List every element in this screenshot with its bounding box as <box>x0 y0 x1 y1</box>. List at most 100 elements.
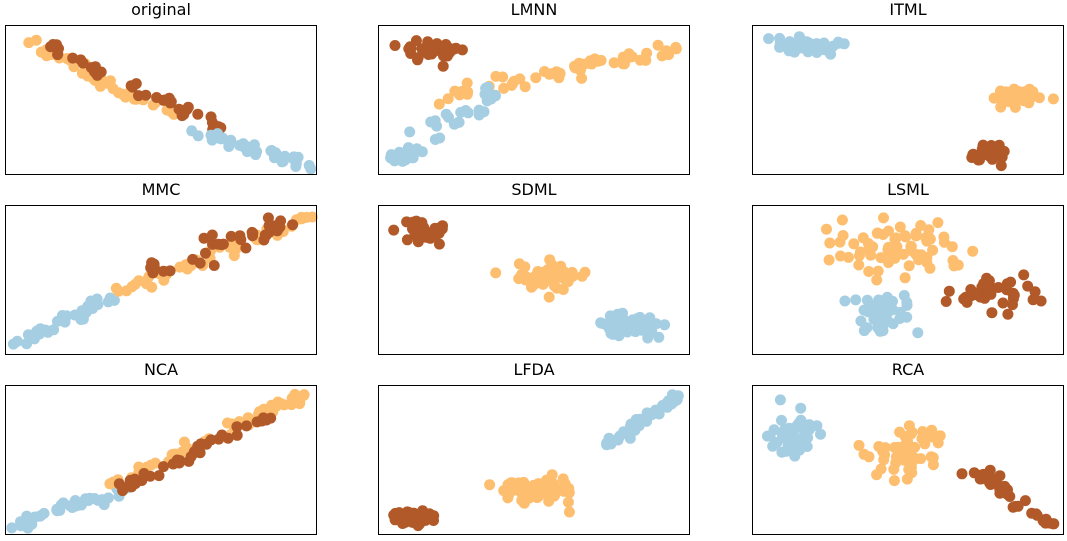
point-class-1 <box>934 430 946 442</box>
point-class-1 <box>126 281 138 293</box>
point-class-2 <box>125 80 137 92</box>
point-class-0 <box>901 296 913 308</box>
point-class-2 <box>171 454 183 466</box>
point-class-0 <box>795 402 807 414</box>
point-class-1 <box>875 463 887 475</box>
point-class-1 <box>544 267 556 279</box>
point-class-1 <box>503 489 514 501</box>
point-class-2 <box>1022 280 1034 292</box>
point-class-2 <box>389 40 401 51</box>
point-class-1 <box>967 245 979 257</box>
point-class-1 <box>926 424 938 436</box>
point-class-2 <box>995 160 1007 172</box>
point-class-2 <box>113 478 125 490</box>
point-class-1 <box>507 478 519 490</box>
point-class-0 <box>873 294 885 306</box>
point-class-1 <box>670 41 682 53</box>
scatter-plot <box>378 385 690 535</box>
point-class-0 <box>811 420 823 432</box>
panel-mmc: MMC <box>5 180 318 355</box>
panel-lmnn: LMNN <box>378 0 690 175</box>
point-class-2 <box>91 69 103 81</box>
point-class-0 <box>29 328 40 340</box>
point-class-2 <box>147 267 159 279</box>
point-class-1 <box>835 250 846 262</box>
point-class-2 <box>415 515 427 527</box>
point-class-1 <box>904 443 916 455</box>
point-class-2 <box>287 219 299 231</box>
point-class-0 <box>884 300 896 312</box>
point-class-1 <box>548 276 560 288</box>
panel-title: ITML <box>889 0 927 19</box>
point-class-1 <box>579 266 591 278</box>
point-class-2 <box>1001 284 1013 296</box>
point-class-0 <box>34 510 46 522</box>
point-class-1 <box>871 274 883 286</box>
point-class-0 <box>186 125 198 137</box>
point-class-1 <box>566 266 578 278</box>
point-class-2 <box>1002 308 1014 320</box>
panel-lfda: LFDA <box>378 360 690 535</box>
point-class-0 <box>672 390 684 402</box>
point-class-1 <box>910 227 922 239</box>
point-class-1 <box>894 221 906 233</box>
point-class-0 <box>646 326 658 338</box>
point-class-2 <box>977 139 989 151</box>
point-class-1 <box>888 463 900 475</box>
point-class-2 <box>427 45 439 57</box>
panel-nca: NCA <box>5 360 317 535</box>
point-class-2 <box>75 54 87 66</box>
point-class-0 <box>815 43 827 55</box>
point-class-0 <box>614 430 626 442</box>
point-class-1 <box>176 446 188 458</box>
point-class-1 <box>506 78 518 90</box>
axes-frame <box>752 25 1064 175</box>
point-class-2 <box>144 470 156 482</box>
point-class-2 <box>966 152 978 163</box>
point-class-0 <box>77 496 89 508</box>
point-class-1 <box>546 469 558 481</box>
point-class-1 <box>886 252 898 264</box>
point-class-2 <box>235 234 247 246</box>
point-class-0 <box>644 312 656 324</box>
point-class-1 <box>873 441 885 452</box>
panel-sdml: SDML <box>378 180 690 355</box>
scatter-plot <box>752 25 1064 175</box>
point-class-0 <box>790 423 802 435</box>
point-class-2 <box>978 278 990 290</box>
point-class-1 <box>947 255 959 266</box>
point-class-2 <box>194 257 206 269</box>
point-class-2 <box>401 234 413 246</box>
point-class-2 <box>437 60 449 72</box>
point-class-1 <box>903 464 915 475</box>
axes-frame <box>752 385 1064 535</box>
axes-frame <box>5 25 317 175</box>
point-class-1 <box>921 235 933 247</box>
point-class-2 <box>1040 517 1051 529</box>
point-class-2 <box>440 39 452 50</box>
point-class-1 <box>879 449 891 461</box>
point-class-0 <box>265 145 277 157</box>
point-class-1 <box>915 249 927 261</box>
panel-itml: ITML <box>752 0 1064 175</box>
point-class-2 <box>216 429 228 441</box>
point-class-0 <box>425 116 437 128</box>
point-class-2 <box>146 257 158 269</box>
point-class-2 <box>176 110 188 122</box>
point-class-1 <box>544 493 556 505</box>
point-class-1 <box>120 91 131 103</box>
point-class-1 <box>998 93 1010 105</box>
point-class-2 <box>153 470 165 482</box>
point-class-2 <box>263 220 275 232</box>
point-class-2 <box>410 35 422 47</box>
point-class-0 <box>42 326 54 338</box>
point-class-0 <box>61 310 72 322</box>
panel-title: original <box>131 0 191 19</box>
point-class-2 <box>208 260 220 271</box>
point-class-1 <box>916 433 928 444</box>
point-class-1 <box>897 248 909 260</box>
point-class-1 <box>433 98 445 110</box>
point-class-2 <box>450 42 462 54</box>
point-class-1 <box>442 93 454 105</box>
point-class-1 <box>289 388 301 400</box>
